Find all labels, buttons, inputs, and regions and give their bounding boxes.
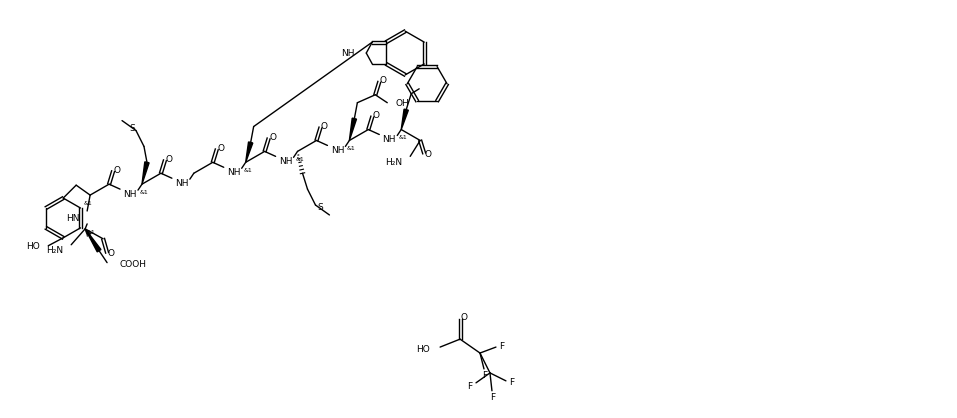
Text: OH: OH <box>395 99 409 108</box>
Text: F: F <box>500 342 504 351</box>
Text: NH: NH <box>383 135 396 144</box>
Text: HO: HO <box>27 242 40 251</box>
Text: O: O <box>373 111 380 120</box>
Text: H₂N: H₂N <box>385 158 402 167</box>
Text: O: O <box>107 249 115 258</box>
Text: S: S <box>129 124 135 133</box>
Text: O: O <box>217 144 224 153</box>
Text: NH: NH <box>331 146 345 155</box>
Text: HN: HN <box>66 214 79 224</box>
Text: H₂N: H₂N <box>46 246 63 255</box>
Text: &1: &1 <box>84 201 93 206</box>
Text: F: F <box>490 393 496 402</box>
Text: O: O <box>269 133 277 142</box>
Text: NH: NH <box>175 178 189 188</box>
Polygon shape <box>349 118 357 140</box>
Text: S: S <box>318 202 323 212</box>
Text: O: O <box>166 155 172 164</box>
Text: HO: HO <box>416 344 430 354</box>
Text: NH: NH <box>341 48 354 58</box>
Text: F: F <box>482 371 487 380</box>
Text: O: O <box>425 150 432 159</box>
Text: O: O <box>460 313 468 322</box>
Text: COOH: COOH <box>119 260 146 269</box>
Polygon shape <box>85 229 100 252</box>
Text: O: O <box>321 122 328 131</box>
Text: &1: &1 <box>347 146 356 151</box>
Text: NH: NH <box>227 168 240 177</box>
Text: NH: NH <box>278 157 292 166</box>
Polygon shape <box>246 142 253 162</box>
Text: NH: NH <box>123 190 137 199</box>
Text: F: F <box>509 378 515 387</box>
Text: &1: &1 <box>87 230 96 235</box>
Text: O: O <box>380 76 387 85</box>
Text: &1: &1 <box>295 157 304 162</box>
Text: F: F <box>467 382 473 391</box>
Polygon shape <box>142 162 149 184</box>
Text: &1: &1 <box>140 190 148 195</box>
Text: O: O <box>114 166 121 175</box>
Text: &1: &1 <box>243 168 252 173</box>
Polygon shape <box>401 109 409 130</box>
Text: &1: &1 <box>399 135 408 140</box>
